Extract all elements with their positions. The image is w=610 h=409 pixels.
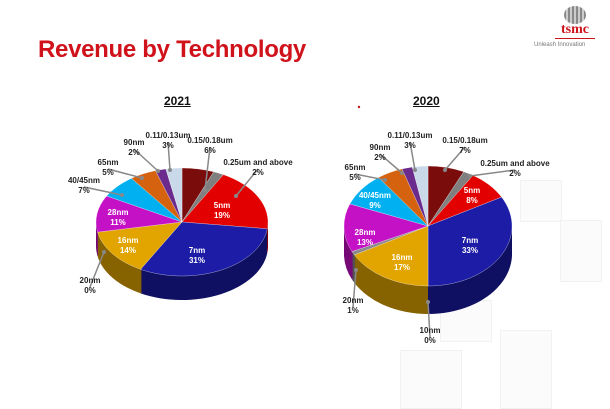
leader-line xyxy=(133,148,159,172)
slice-label-value: 0% xyxy=(424,336,436,345)
leader-line xyxy=(167,141,171,171)
pie-slice-16nm xyxy=(97,221,183,270)
leader-line xyxy=(409,141,416,171)
slice-label-name: 0.25um and above xyxy=(223,158,293,167)
leader-line xyxy=(469,169,516,177)
slice-label-name: 28nm xyxy=(355,228,376,237)
slice-label-name: 65nm xyxy=(98,158,119,167)
slice-label-name: 10nm xyxy=(420,326,441,335)
slice-label-name: 7nm xyxy=(462,236,478,245)
pie-slice-16nm xyxy=(354,225,429,287)
slice-label-value: 2% xyxy=(374,153,386,162)
leader-dot xyxy=(168,168,172,172)
leader-dot xyxy=(443,168,447,172)
pie-slice-28nm xyxy=(343,203,429,252)
leader-dot xyxy=(156,169,160,173)
slice-label-name: 65nm xyxy=(345,163,366,172)
leader-line xyxy=(354,173,386,181)
slice-label-value: 2% xyxy=(252,168,264,177)
leader-line xyxy=(204,146,211,191)
logo-text: tsmc xyxy=(561,22,589,37)
slice-label-name: 0.11/0.13um xyxy=(388,131,433,140)
slice-label-value: 13% xyxy=(357,238,373,247)
leader-dot xyxy=(120,193,124,197)
slice-label-value: 7% xyxy=(459,146,471,155)
slice-label-value: 3% xyxy=(404,141,416,150)
slice-label-value: 6% xyxy=(204,146,216,155)
slice-label-name: 0.15/0.18um xyxy=(442,136,487,145)
chart-title-2020: 2020 xyxy=(413,94,440,108)
slice-label-name: 7nm xyxy=(189,246,205,255)
slice-label-name: 5nm xyxy=(214,201,230,210)
slice-label-name: 0.25um and above xyxy=(480,159,550,168)
slice-label-value: 2% xyxy=(509,169,521,178)
slice-label-name: 20nm xyxy=(343,296,364,305)
leader-dot xyxy=(102,250,106,254)
chart-title-2021: 2021 xyxy=(164,94,191,108)
slice-label-value: 2% xyxy=(128,148,140,157)
slice-label-value: 0% xyxy=(84,286,96,295)
slide-title: Revenue by Technology xyxy=(38,36,306,63)
slice-label-name: 90nm xyxy=(124,138,145,147)
leader-dot xyxy=(413,168,417,172)
leader-dot xyxy=(140,176,144,180)
pie-slice-5nm xyxy=(181,174,269,229)
pie-slice-0-11-0-13um xyxy=(412,165,429,227)
slice-label-name: 0.11/0.13um xyxy=(146,131,191,140)
leader-dot xyxy=(468,174,472,178)
pie-slice-7nm xyxy=(140,221,268,277)
slice-label-value: 17% xyxy=(394,263,410,272)
slice-label-name: 16nm xyxy=(392,253,413,262)
slice-label-value: 9% xyxy=(369,201,381,210)
slice-label-value: 8% xyxy=(466,196,478,205)
leader-line xyxy=(379,153,403,174)
leader-dot xyxy=(203,188,207,192)
leader-line xyxy=(427,301,431,338)
leader-line xyxy=(83,186,123,196)
pie-slice-0-11-0-13um xyxy=(165,167,183,223)
leader-dot xyxy=(234,194,238,198)
slice-label-value: 14% xyxy=(120,246,136,255)
slice-label-name: 28nm xyxy=(108,208,129,217)
globe-icon xyxy=(564,6,586,24)
slice-label-name: 40/45nm xyxy=(359,191,391,200)
tagline: Unleash Innovation xyxy=(534,42,586,48)
leader-dot xyxy=(383,178,387,182)
leader-dot xyxy=(400,171,404,175)
slice-label-value: 33% xyxy=(462,246,478,255)
tsmc-logo: tsmc xyxy=(555,6,595,39)
slice-label-value: 5% xyxy=(102,168,114,177)
slice-label-value: 19% xyxy=(214,211,230,220)
leader-line xyxy=(352,269,357,308)
slice-label-value: 31% xyxy=(189,256,205,265)
slice-label-name: 90nm xyxy=(370,143,391,152)
leader-line xyxy=(107,168,143,179)
slice-label-name: 20nm xyxy=(80,276,101,285)
slice-label-name: 16nm xyxy=(118,236,139,245)
slice-label-value: 3% xyxy=(162,141,174,150)
leader-dot xyxy=(426,300,430,304)
slice-label-value: 1% xyxy=(347,306,359,315)
slice-label-name: 5nm xyxy=(464,186,480,195)
leader-line xyxy=(235,168,259,197)
leader-line xyxy=(444,146,466,171)
slice-label-name: 0.15/0.18um xyxy=(187,136,232,145)
pie-slice-7nm xyxy=(427,196,513,287)
red-dot xyxy=(357,105,361,109)
slice-label-value: 7% xyxy=(78,186,90,195)
slice-label-value: 11% xyxy=(110,218,126,227)
leader-dot xyxy=(354,268,358,272)
slice-label-name: 40/45nm xyxy=(68,176,100,185)
leader-line xyxy=(89,251,105,288)
slice-label-value: 5% xyxy=(349,173,361,182)
